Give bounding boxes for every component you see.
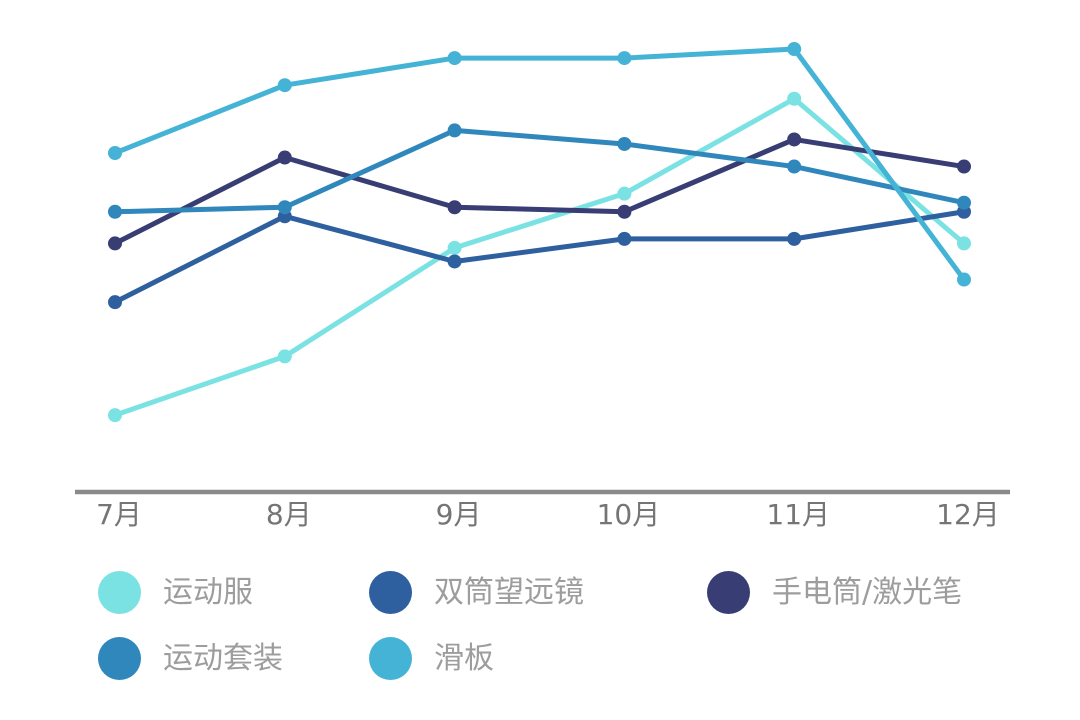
data-point-sports-suit[interactable] xyxy=(447,123,462,138)
data-point-flashlight-laser-pen[interactable] xyxy=(617,204,632,219)
line-chart: 7月 8月 9月 10月 11月 12月 xyxy=(75,42,1010,531)
legend-swatch-binoculars xyxy=(369,571,412,614)
data-point-skateboard[interactable] xyxy=(787,42,802,57)
data-point-binoculars[interactable] xyxy=(617,231,632,246)
data-point-flashlight-laser-pen[interactable] xyxy=(957,159,971,174)
data-point-sports-suit[interactable] xyxy=(108,204,122,219)
legend-label-skateboard: 滑板 xyxy=(434,640,494,676)
legend-item-sportswear[interactable]: 运动服 xyxy=(98,571,253,614)
legend-swatch-skateboard xyxy=(369,637,412,680)
data-point-skateboard[interactable] xyxy=(447,51,462,66)
legend: 运动服 双筒望远镜 手电筒/激光笔运动套装 滑板 xyxy=(0,0,1080,680)
data-point-sportswear[interactable] xyxy=(108,408,122,423)
legend-item-flashlight-laser-pen[interactable]: 手电筒/激光笔 xyxy=(707,571,962,614)
series-line-skateboard xyxy=(112,46,967,283)
data-point-skateboard[interactable] xyxy=(277,78,292,93)
data-point-sports-suit[interactable] xyxy=(787,159,802,174)
data-point-sports-suit[interactable] xyxy=(277,200,292,215)
data-point-sportswear[interactable] xyxy=(447,240,462,255)
x-tick-label: 8月 xyxy=(266,498,312,531)
x-tick-label: 12月 xyxy=(936,498,1000,531)
data-point-binoculars[interactable] xyxy=(447,254,462,269)
legend-swatch-sportswear xyxy=(98,571,141,614)
data-point-sportswear[interactable] xyxy=(957,236,971,251)
data-point-binoculars[interactable] xyxy=(787,231,802,246)
x-tick-label: 11月 xyxy=(766,498,830,531)
data-point-sports-suit[interactable] xyxy=(617,136,632,151)
x-tick-label: 9月 xyxy=(436,498,482,531)
data-point-flashlight-laser-pen[interactable] xyxy=(447,200,462,215)
data-point-sportswear[interactable] xyxy=(787,91,802,106)
data-point-sportswear[interactable] xyxy=(277,349,292,364)
data-point-sports-suit[interactable] xyxy=(957,195,971,210)
chart-canvas: 7月 8月 9月 10月 11月 12月 xyxy=(75,42,1010,531)
data-point-skateboard[interactable] xyxy=(108,146,122,160)
legend-item-skateboard[interactable]: 滑板 xyxy=(369,637,494,680)
series-line-flashlight-laser-pen xyxy=(112,136,967,246)
legend-label-binoculars: 双筒望远镜 xyxy=(434,574,584,610)
legend-label-sportswear: 运动服 xyxy=(163,574,253,610)
legend-swatch-sports-suit xyxy=(98,637,141,680)
legend-swatch-flashlight-laser-pen xyxy=(707,571,750,614)
data-point-flashlight-laser-pen[interactable] xyxy=(787,132,802,147)
legend-label-sports-suit: 运动套装 xyxy=(163,640,283,676)
data-point-sportswear[interactable] xyxy=(617,186,632,201)
legend-item-binoculars[interactable]: 双筒望远镜 xyxy=(369,571,584,614)
x-tick-label: 7月 xyxy=(96,498,142,531)
data-point-flashlight-laser-pen[interactable] xyxy=(277,150,292,165)
series-line-sports-suit xyxy=(112,127,967,215)
data-point-flashlight-laser-pen[interactable] xyxy=(108,236,122,251)
data-point-skateboard[interactable] xyxy=(617,51,632,66)
legend-label-flashlight-laser-pen: 手电筒/激光笔 xyxy=(772,574,963,610)
series-line-sportswear xyxy=(112,96,967,418)
data-point-skateboard[interactable] xyxy=(957,272,971,287)
legend-item-sports-suit[interactable]: 运动套装 xyxy=(98,637,283,680)
series-line-binoculars xyxy=(112,209,967,305)
data-point-binoculars[interactable] xyxy=(108,295,122,310)
x-tick-label: 10月 xyxy=(597,498,661,531)
